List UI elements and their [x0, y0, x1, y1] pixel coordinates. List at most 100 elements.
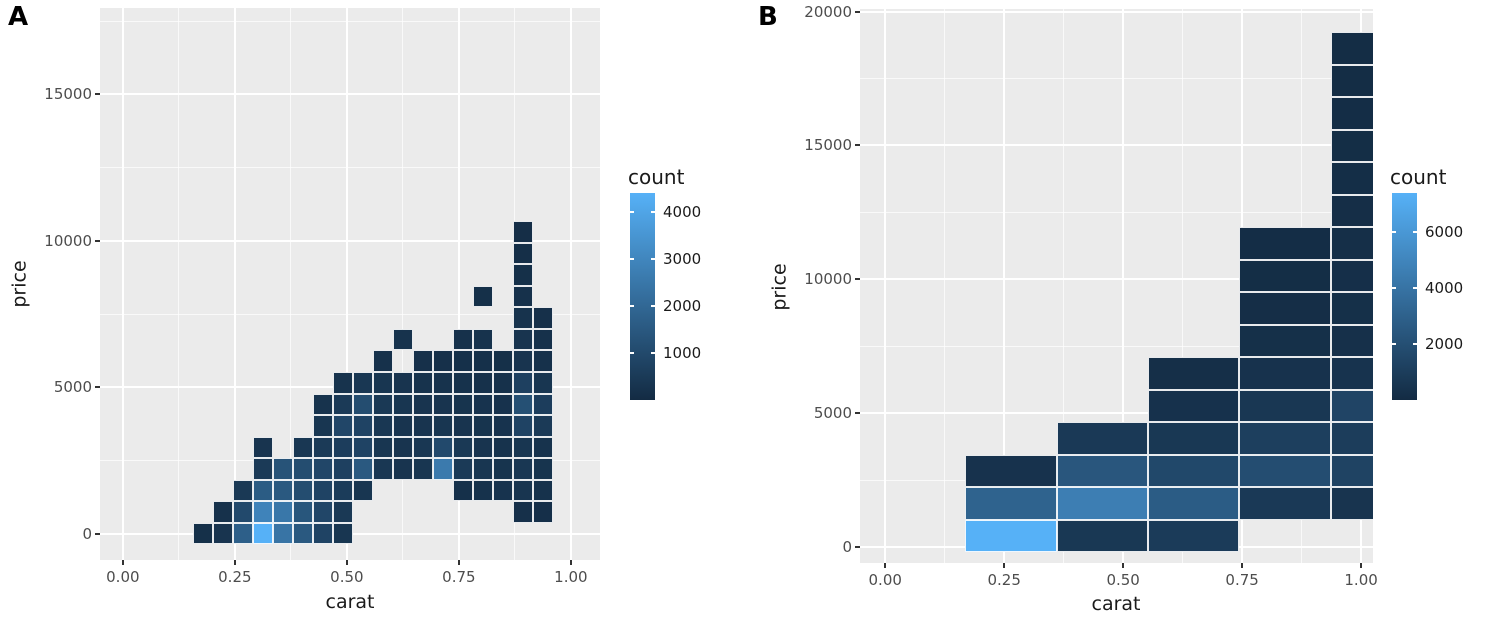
heatmap-bin [413, 350, 434, 372]
heatmap-bin [533, 479, 554, 502]
heatmap-bin [533, 350, 554, 372]
heatmap-bin [372, 436, 393, 459]
heatmap-bin [513, 436, 534, 459]
legend-tick-mark [630, 304, 634, 307]
heatmap-bin [252, 522, 273, 545]
heatmap-bin [292, 522, 313, 545]
y-tick-label: 15000 [804, 136, 852, 155]
x-major-gridline [345, 8, 348, 560]
heatmap-bin [513, 458, 534, 480]
y-tick-mark [855, 412, 860, 415]
heatmap-bin [965, 487, 1057, 520]
x-major-gridline [1003, 9, 1006, 563]
heatmap-bin [453, 393, 474, 416]
legend-tick-mark [1413, 231, 1417, 234]
heatmap-bin [513, 221, 534, 243]
heatmap-bin [1239, 357, 1331, 390]
y-minor-gridline [100, 167, 600, 169]
x-tick-mark [1241, 563, 1244, 568]
heatmap-bin [433, 350, 454, 372]
legend-tick-mark [1392, 343, 1396, 346]
heatmap-bin [332, 393, 353, 416]
heatmap-bin [1330, 129, 1373, 163]
legend-tick-mark [630, 351, 634, 354]
heatmap-bin [272, 501, 293, 523]
x-tick-mark [569, 560, 572, 565]
heatmap-bin [272, 479, 293, 502]
heatmap-bin [372, 371, 393, 394]
heatmap-bin [393, 393, 414, 416]
heatmap-bin [1147, 389, 1240, 423]
x-major-gridline [121, 8, 124, 560]
heatmap-bin [1239, 454, 1331, 488]
heatmap-bin [453, 415, 474, 437]
x-tick-mark [1003, 563, 1006, 568]
legend-tick-mark [651, 351, 655, 354]
heatmap-bin [1330, 422, 1373, 455]
y-tick-label: 5000 [813, 404, 852, 423]
x-tick-mark [1360, 563, 1363, 568]
heatmap-bin [292, 501, 313, 523]
heatmap-bin [1239, 227, 1331, 260]
heatmap-bin [1330, 194, 1373, 228]
heatmap-bin [332, 479, 353, 502]
legend-tick-label: 4000 [663, 202, 702, 221]
heatmap-bin [513, 479, 534, 502]
x-minor-gridline [290, 8, 292, 560]
heatmap-bin [493, 415, 514, 437]
heatmap-bin [352, 479, 373, 502]
y-tick-mark [855, 10, 860, 13]
legend-tick-mark [1392, 287, 1396, 290]
heatmap-bin [1239, 292, 1331, 325]
heatmap-bin [453, 350, 474, 372]
legend-tick-mark [1392, 231, 1396, 234]
heatmap-bin [312, 458, 333, 480]
x-tick-mark [457, 560, 460, 565]
heatmap-bin [1239, 487, 1331, 520]
heatmap-bin [252, 436, 273, 459]
heatmap-bin [433, 393, 454, 416]
y-tick-label: 20000 [804, 2, 852, 21]
x-tick-label: 0.00 [106, 568, 140, 586]
heatmap-bin [433, 415, 454, 437]
legend-tick-label: 2000 [1425, 335, 1464, 354]
y-major-gridline [860, 10, 1373, 13]
heatmap-bin [533, 393, 554, 416]
heatmap-bin [1330, 32, 1373, 65]
heatmap-bin [413, 415, 434, 437]
x-minor-gridline [178, 8, 180, 560]
legend-tick-label: 3000 [663, 249, 702, 268]
heatmap-bin [965, 454, 1057, 488]
x-minor-gridline [944, 9, 946, 563]
heatmap-bin [192, 522, 213, 545]
heatmap-bin [1330, 227, 1373, 260]
heatmap-bin [272, 458, 293, 480]
x-major-gridline [1122, 9, 1125, 563]
plot-area-a [100, 8, 600, 560]
heatmap-bin [372, 415, 393, 437]
heatmap-bin [232, 522, 253, 545]
y-tick-mark [95, 386, 100, 389]
y-major-gridline [100, 239, 600, 242]
x-tick-mark [345, 560, 348, 565]
heatmap-bin [1056, 422, 1148, 455]
legend-tick-mark [1413, 343, 1417, 346]
heatmap-bin [1330, 259, 1373, 293]
legend-tick-label: 6000 [1425, 223, 1464, 242]
heatmap-bin [332, 436, 353, 459]
x-major-gridline [884, 9, 887, 563]
y-major-gridline [860, 144, 1373, 147]
y-tick-label: 15000 [44, 85, 92, 104]
heatmap-bin [513, 328, 534, 351]
heatmap-bin [533, 371, 554, 394]
heatmap-bin [513, 350, 534, 372]
legend-tick-label: 1000 [663, 343, 702, 362]
y-minor-gridline [100, 20, 600, 22]
legend-tick-mark [630, 257, 634, 260]
legend-tick-mark [1413, 287, 1417, 290]
heatmap-bin [332, 371, 353, 394]
x-tick-label: 0.25 [987, 571, 1021, 589]
heatmap-bin [473, 436, 494, 459]
heatmap-bin [332, 522, 353, 545]
